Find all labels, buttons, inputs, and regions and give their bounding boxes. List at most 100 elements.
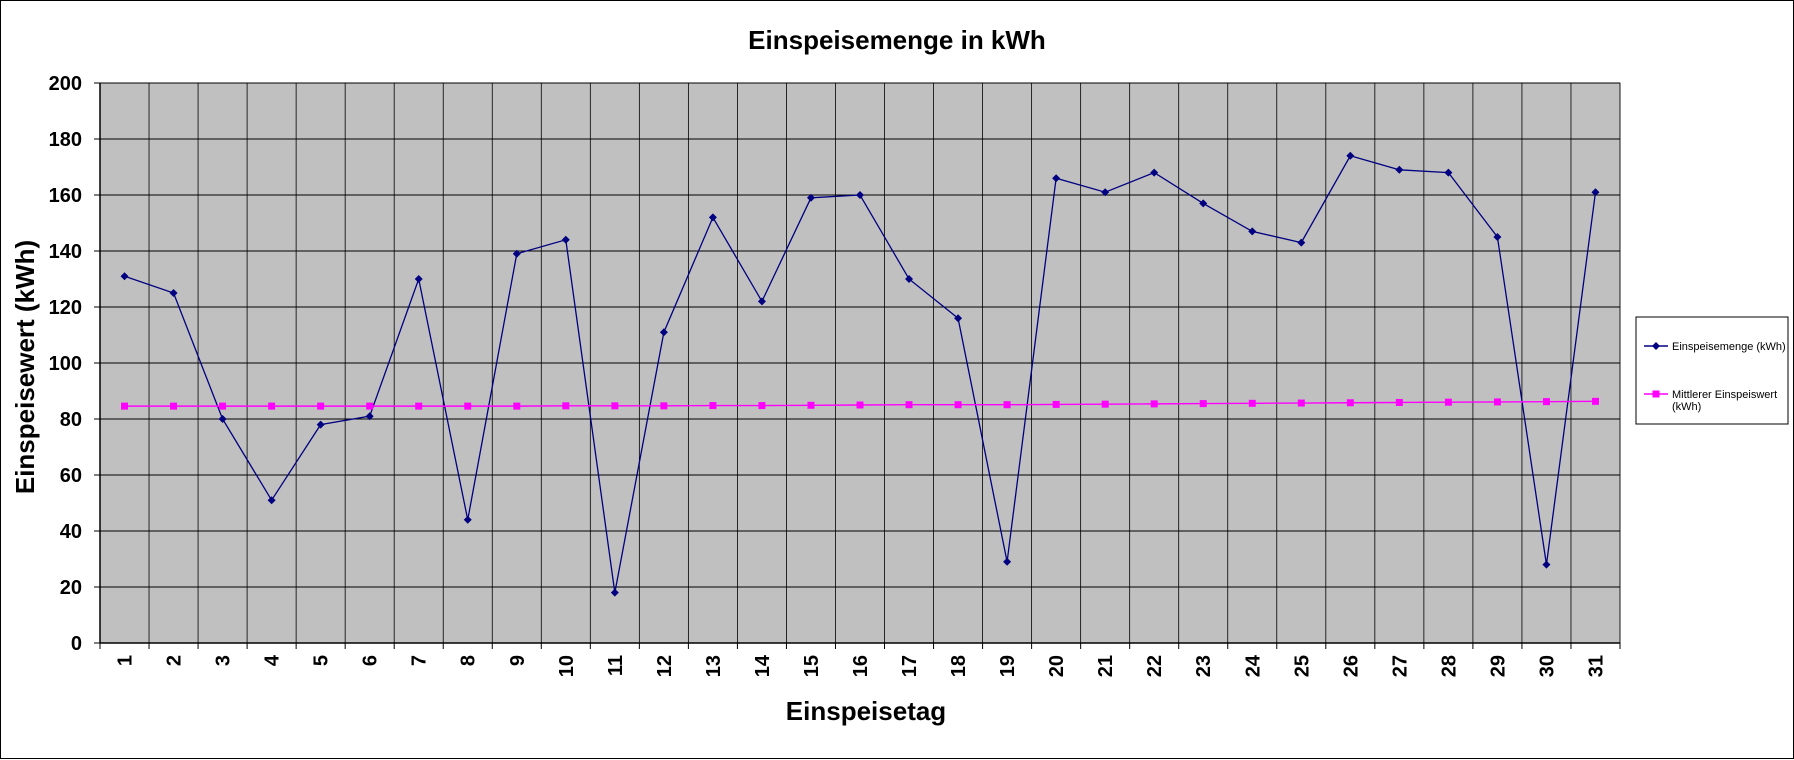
y-tick-label: 80 xyxy=(60,409,82,431)
data-point xyxy=(807,401,815,409)
data-point xyxy=(1297,399,1305,407)
data-point xyxy=(757,297,766,306)
x-tick-label: 23 xyxy=(1193,655,1215,677)
data-point xyxy=(905,401,913,409)
y-tick-label: 60 xyxy=(60,465,82,487)
data-point xyxy=(611,402,619,410)
x-tick-label: 6 xyxy=(360,655,382,666)
x-tick-label: 2 xyxy=(164,655,186,666)
x-tick-label: 24 xyxy=(1242,654,1264,677)
x-tick-label: 19 xyxy=(997,655,1019,677)
y-tick-label: 180 xyxy=(49,129,82,151)
data-point xyxy=(659,328,668,337)
x-tick-label: 30 xyxy=(1536,655,1558,677)
x-tick-label: 27 xyxy=(1389,655,1411,677)
x-tick-label: 20 xyxy=(1046,655,1068,677)
x-tick-label: 26 xyxy=(1340,655,1362,677)
y-tick-label: 100 xyxy=(49,353,82,375)
data-point xyxy=(1346,399,1354,407)
y-tick-label: 120 xyxy=(49,297,82,319)
data-point xyxy=(1395,165,1404,174)
data-point xyxy=(1150,400,1158,408)
data-point xyxy=(267,496,276,505)
legend-label: Mittlerer Einspeiswert (kWh) xyxy=(1672,389,1777,413)
data-point xyxy=(414,275,423,283)
chart-title: Einspeisemenge in kWh xyxy=(748,25,1046,55)
legend: Einspeisemenge (kWh) Mittlerer Einspeiswe… xyxy=(1635,316,1789,425)
data-point xyxy=(905,275,914,283)
x-tick-label: 25 xyxy=(1291,655,1313,677)
data-point xyxy=(1444,168,1453,177)
legend-marker xyxy=(1652,390,1660,398)
data-point xyxy=(610,588,619,597)
data-point xyxy=(464,402,472,410)
x-axis-title: Einspeisetag xyxy=(786,696,946,726)
data-point xyxy=(1150,168,1159,177)
y-tick-label: 200 xyxy=(49,73,82,95)
x-tick-label: 9 xyxy=(507,655,529,666)
data-point xyxy=(1346,151,1355,160)
y-tick-label: 0 xyxy=(71,633,82,655)
data-point xyxy=(856,191,864,199)
data-point xyxy=(1591,397,1599,405)
data-point xyxy=(316,420,325,429)
y-tick-label: 20 xyxy=(60,577,82,599)
data-point xyxy=(856,401,864,409)
data-point xyxy=(954,401,962,409)
data-point xyxy=(513,402,521,410)
x-tick-label: 28 xyxy=(1438,655,1460,677)
data-point xyxy=(1199,400,1207,408)
y-tick-label: 160 xyxy=(49,185,82,207)
x-tick-label: 13 xyxy=(703,655,725,677)
data-point xyxy=(1052,174,1061,183)
data-point xyxy=(1101,400,1109,408)
data-point xyxy=(561,235,570,244)
data-point xyxy=(660,402,668,410)
data-point xyxy=(709,402,717,410)
data-point xyxy=(317,402,325,410)
x-tick-label: 14 xyxy=(752,654,774,677)
data-point xyxy=(954,314,963,323)
x-tick-label: 8 xyxy=(458,655,480,666)
x-tick-label: 12 xyxy=(654,655,676,677)
legend-label: Einspeisemenge (kWh) xyxy=(1672,341,1786,353)
data-point xyxy=(365,412,374,421)
y-tick-label: 140 xyxy=(49,241,82,263)
data-point xyxy=(1199,199,1208,208)
x-tick-label: 17 xyxy=(899,655,921,677)
x-tick-label: 10 xyxy=(556,655,578,677)
data-point xyxy=(1493,233,1502,241)
data-point xyxy=(121,402,129,410)
data-point xyxy=(1248,227,1257,236)
data-point xyxy=(1542,560,1551,569)
data-point xyxy=(512,249,521,258)
data-point xyxy=(806,193,815,202)
x-tick-label: 18 xyxy=(948,655,970,677)
x-tick-label: 11 xyxy=(605,655,627,676)
data-point xyxy=(169,289,178,297)
data-point xyxy=(268,402,276,410)
x-tick-label: 22 xyxy=(1144,655,1166,677)
data-point xyxy=(1003,557,1012,566)
x-tick-label: 16 xyxy=(850,655,872,677)
data-point xyxy=(1444,398,1452,406)
x-tick-label: 5 xyxy=(311,655,333,666)
data-point xyxy=(1052,400,1060,408)
data-point xyxy=(415,402,423,410)
x-tick-label: 29 xyxy=(1487,655,1509,677)
legend-box xyxy=(1635,316,1789,425)
x-tick-label: 21 xyxy=(1095,655,1117,677)
data-point xyxy=(219,402,227,410)
data-point xyxy=(1003,401,1011,409)
data-point xyxy=(1395,398,1403,406)
x-tick-label: 4 xyxy=(262,654,284,666)
y-axis-title: Einspeisewert (kWh) xyxy=(10,240,40,494)
legend-marker xyxy=(1652,342,1660,350)
x-tick-label: 15 xyxy=(801,655,823,677)
data-point xyxy=(562,402,570,410)
data-point xyxy=(366,402,374,410)
data-point xyxy=(1101,188,1110,197)
